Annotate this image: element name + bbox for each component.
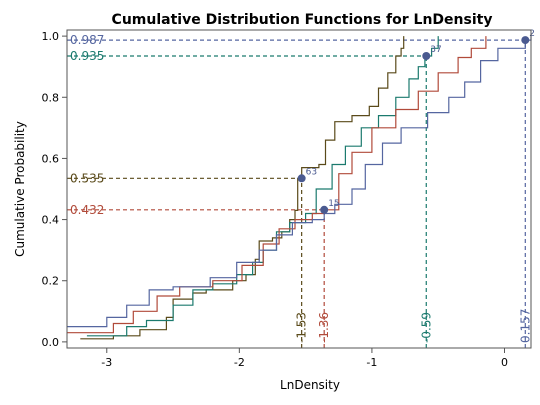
- axes: -3 -2 -1 0 0.0 0.2 0.4 0.6 0.8 1.0: [42, 30, 508, 369]
- ref-label-v-5: -1.36: [317, 312, 331, 343]
- ref-label-h-1: 0.935: [70, 49, 104, 63]
- y-tick-label-1: 0.2: [42, 275, 60, 288]
- x-tick-label-0: -3: [101, 356, 112, 369]
- y-tick-label-4: 0.8: [42, 91, 60, 104]
- highlight-label-2: 2: [529, 29, 535, 39]
- y-tick-label-0: 0.0: [42, 336, 60, 349]
- cdf-series-3: [67, 36, 532, 328]
- highlight-point-15: [320, 205, 329, 214]
- ref-label-v-6: -0.59: [419, 312, 433, 343]
- highlight-label-37: 37: [430, 45, 441, 55]
- chart-title: Cumulative Distribution Functions for Ln…: [112, 12, 493, 28]
- x-tick-label-1: -2: [234, 356, 245, 369]
- y-tick-label-5: 1.0: [42, 30, 60, 43]
- y-tick-label-2: 0.4: [42, 214, 60, 227]
- highlight-point-37: [422, 51, 431, 60]
- plot-area: 0.987 0.935 0.535 0.432 -1.53 -1.36 -0.59 0.157…: [67, 29, 535, 348]
- ref-label-h-3: 0.432: [70, 203, 104, 217]
- cdf-series-0: [80, 36, 405, 340]
- cdf-series-2: [67, 36, 487, 334]
- highlight-label-15: 15: [328, 199, 339, 209]
- ref-label-h-2: 0.535: [70, 171, 104, 185]
- y-tick-label-3: 0.6: [42, 152, 60, 165]
- x-tick-label-2: -1: [366, 356, 377, 369]
- plot-frame: [66, 29, 532, 349]
- cdf-series-1: [86, 36, 439, 337]
- highlight-point-2: [521, 36, 530, 45]
- highlight-point-63: [297, 174, 306, 183]
- x-tick-label-3: 0: [501, 356, 508, 369]
- ref-label-h-0: 0.987: [70, 33, 104, 47]
- y-axis-label: Cumulative Probability: [13, 121, 27, 257]
- ref-label-v-7: 0.157: [518, 309, 532, 343]
- highlight-label-63: 63: [306, 167, 317, 177]
- ref-label-v-4: -1.53: [295, 312, 309, 343]
- x-axis-label: LnDensity: [280, 378, 340, 392]
